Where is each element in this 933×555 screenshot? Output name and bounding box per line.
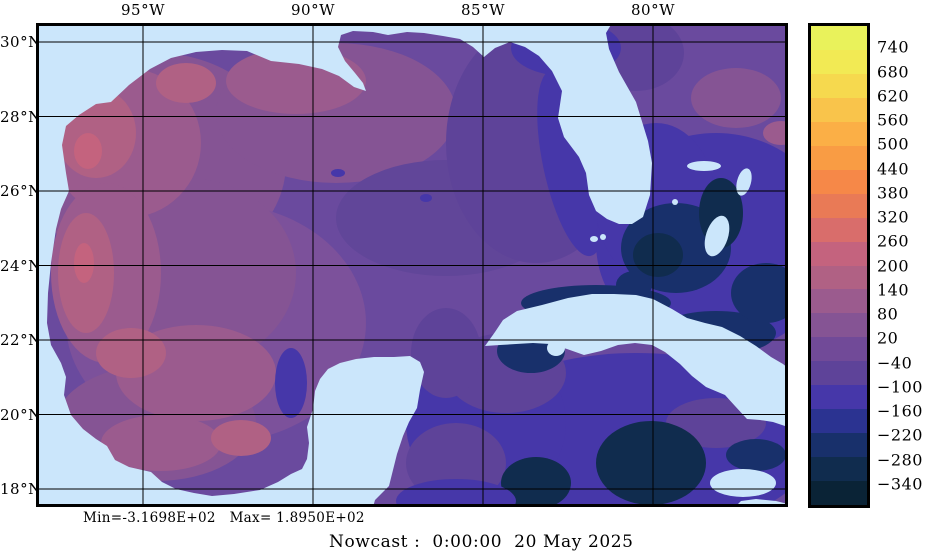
colorbar-band <box>811 121 867 146</box>
colorbar <box>808 23 870 508</box>
colorbar-band <box>811 217 867 242</box>
colorbar-tick-label: 440 <box>877 159 910 178</box>
colorbar-tick-label: 80 <box>877 304 899 324</box>
colorbar-tick-label: 620 <box>877 86 910 106</box>
colorbar-band <box>811 481 867 506</box>
colorbar-band <box>811 289 867 314</box>
ocean-field-positive <box>36 43 456 481</box>
lon-tick-label: 80°W <box>630 1 676 19</box>
min-max-annotation: Min=-3.1698E+02 Max= 1.8950E+02 <box>83 510 365 526</box>
colorbar-tick-label: −280 <box>877 450 923 469</box>
colorbar-tick-label: 380 <box>877 183 910 203</box>
land-florida-keys <box>600 234 606 240</box>
colorbar-tick-label: −160 <box>877 401 923 421</box>
colorbar-tick-label: 320 <box>877 207 910 227</box>
land-andros <box>704 215 730 257</box>
colorbar-band <box>811 385 867 410</box>
land-grand-bahama <box>687 161 721 171</box>
colorbar-band <box>811 26 867 50</box>
colorbar-band <box>811 265 867 290</box>
colorbar-tick-label: 740 <box>877 37 910 57</box>
colorbar-tick-label: 20 <box>877 328 899 348</box>
land-jamaica <box>710 469 776 497</box>
lat-tick-label: 28°N <box>0 107 42 126</box>
map-frame <box>36 23 788 507</box>
lat-tick-label: 20°N <box>0 405 42 424</box>
colorbar-band <box>811 433 867 458</box>
colorbar-band <box>811 241 867 266</box>
colorbar-band <box>811 409 867 434</box>
lon-tick-label: 95°W <box>120 1 166 19</box>
lon-tick-label: 85°W <box>460 1 506 19</box>
caption-title: Nowcast : 0:00:00 20 May 2025 <box>329 532 634 552</box>
colorbar-tick-label: 500 <box>877 134 910 154</box>
lat-tick-label: 30°N <box>0 33 42 51</box>
land-mainland <box>36 23 652 507</box>
colorbar-tick-label: 200 <box>877 256 910 275</box>
lon-tick-label: 90°W <box>290 1 336 19</box>
land-isla-juventud <box>547 340 565 356</box>
colorbar-tick-label: 560 <box>877 110 910 130</box>
colorbar-band <box>811 49 867 74</box>
lat-tick-label: 26°N <box>0 182 42 200</box>
colorbar-band <box>811 193 867 218</box>
graticule <box>36 23 788 507</box>
colorbar-band <box>811 457 867 482</box>
land-abaco <box>736 168 752 196</box>
colorbar-band <box>811 313 867 338</box>
lat-tick-label: 22°N <box>0 331 42 349</box>
colorbar-ticks: 740 680 620 560 500 440 380 320 260 200 140 80 20 −40… <box>877 23 933 508</box>
land-mask <box>36 23 788 507</box>
colorbar-band <box>811 73 867 98</box>
lat-tick-label: 24°N <box>0 256 42 275</box>
map-plot <box>36 23 788 507</box>
colorbar-band <box>811 169 867 194</box>
lat-tick-label: 18°N <box>0 480 42 498</box>
colorbar-tick-label: 260 <box>877 231 910 251</box>
colorbar-band <box>811 145 867 170</box>
colorbar-tick-label: −220 <box>877 425 923 445</box>
colorbar-tick-label: −340 <box>877 474 923 494</box>
land-bimini <box>672 199 678 205</box>
colorbar-tick-label: 140 <box>877 280 910 300</box>
colorbar-tick-label: −40 <box>877 353 913 372</box>
colorbar-band <box>811 337 867 362</box>
colorbar-band <box>811 361 867 386</box>
land-florida-keys <box>590 236 598 242</box>
land-cuba <box>485 294 788 427</box>
colorbar-band <box>811 97 867 122</box>
colorbar-tick-label: −100 <box>877 377 923 397</box>
colorbar-tick-label: 680 <box>877 62 910 81</box>
